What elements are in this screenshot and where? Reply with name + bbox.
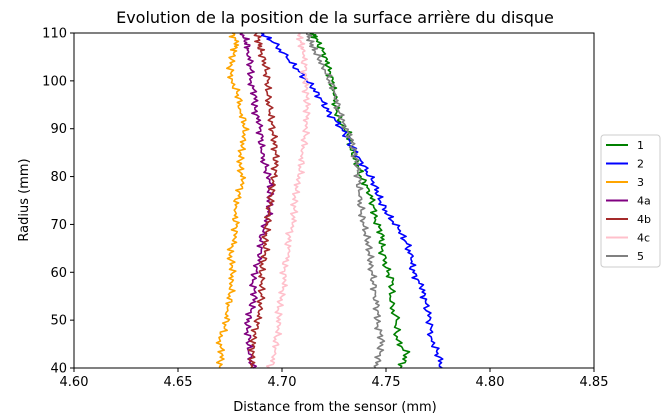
x-tick-label: 4.65 [164,375,193,390]
x-tick-label: 4.85 [580,375,609,390]
legend-label-4b: 4b [637,213,651,226]
chart-title: Evolution de la position de la surface a… [116,8,554,27]
series-line-1 [309,32,411,369]
series-layer [215,32,444,369]
x-tick-label: 4.60 [60,375,89,390]
y-tick-label: 60 [50,266,67,281]
legend: 1 2 3 4a 4b 4c 5 [600,134,661,268]
series-line-4a [239,32,275,369]
x-axis-label: Distance from the sensor (mm) [233,400,437,415]
y-tick-label: 90 [50,122,67,137]
legend-label-3: 3 [637,176,644,189]
series-line-5 [305,32,386,369]
y-tick-label: 40 [50,362,67,377]
series-line-2 [260,32,444,369]
series-line-4c [265,32,312,369]
y-tick-label: 100 [42,74,67,89]
y-tick-label: 80 [50,170,67,185]
x-tick-label: 4.75 [372,375,401,390]
y-tick-label: 70 [50,218,67,233]
legend-label-1: 1 [637,139,644,152]
series-line-4b [247,32,280,369]
y-axis-label: Radius (mm) [17,158,32,241]
y-tick-label: 50 [50,314,67,329]
legend-label-4a: 4a [637,195,651,208]
y-tick-label: 110 [42,27,67,42]
legend-label-4c: 4c [637,232,650,245]
y-axis-ticks: 40 50 60 70 80 90 100 110 [42,27,74,377]
x-tick-label: 4.70 [268,375,297,390]
legend-label-2: 2 [637,158,644,171]
plot-frame [73,32,595,369]
x-axis-ticks: 4.60 4.65 4.70 4.75 4.80 4.85 [60,368,609,390]
x-tick-label: 4.80 [476,375,505,390]
legend-label-5: 5 [637,250,644,263]
series-line-3 [215,32,250,369]
legend-box [600,134,661,268]
